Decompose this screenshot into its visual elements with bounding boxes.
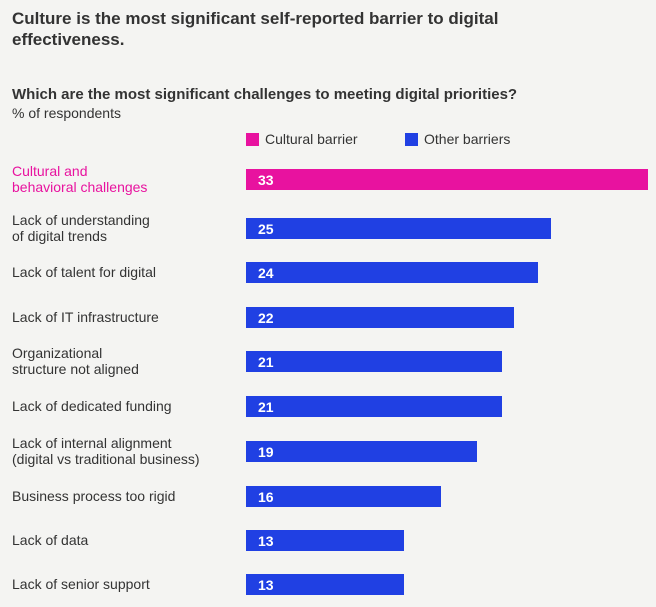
bar: 21 [246, 396, 502, 417]
data-label: 13 [258, 577, 274, 593]
bar: 33 [246, 169, 648, 190]
data-label: 24 [258, 265, 274, 281]
bar: 13 [246, 530, 405, 551]
bar: 21 [246, 351, 502, 372]
chart-unit: % of respondents [12, 105, 121, 121]
bar: 24 [246, 262, 539, 283]
legend-swatch [405, 132, 418, 146]
category-label: Business process too rigid [12, 488, 176, 504]
bar: 13 [246, 574, 405, 595]
category-label: Lack of data [12, 532, 89, 548]
category-label: Organizational structure not aligned [12, 345, 139, 377]
category-label: Lack of senior support [12, 576, 150, 592]
legend-item-other: Other barriers [405, 131, 510, 147]
category-label: Lack of internal alignment (digital vs tr… [12, 435, 200, 467]
category-label: Lack of dedicated funding [12, 398, 172, 414]
legend-item-cultural: Cultural barrier [246, 131, 358, 147]
category-label: Cultural and behavioral challenges [12, 163, 148, 195]
data-label: 21 [258, 354, 274, 370]
category-label: Lack of IT infrastructure [12, 309, 159, 325]
data-label: 19 [258, 444, 274, 460]
bar: 22 [246, 307, 514, 328]
category-label: Lack of talent for digital [12, 264, 156, 280]
data-label: 22 [258, 310, 274, 326]
data-label: 21 [258, 399, 274, 415]
category-label: Lack of understanding of digital trends [12, 212, 150, 244]
legend-label: Cultural barrier [265, 131, 358, 147]
legend-swatch [246, 132, 259, 146]
bar: 19 [246, 441, 478, 462]
data-label: 16 [258, 489, 274, 505]
data-label: 13 [258, 533, 274, 549]
bar: 25 [246, 218, 551, 239]
headline: Culture is the most significant self-rep… [12, 9, 499, 49]
chart-title: Which are the most significant challenge… [12, 86, 518, 103]
data-label: 25 [258, 221, 274, 237]
data-label: 33 [258, 172, 274, 188]
bar: 16 [246, 486, 441, 507]
legend-label: Other barriers [424, 131, 511, 147]
